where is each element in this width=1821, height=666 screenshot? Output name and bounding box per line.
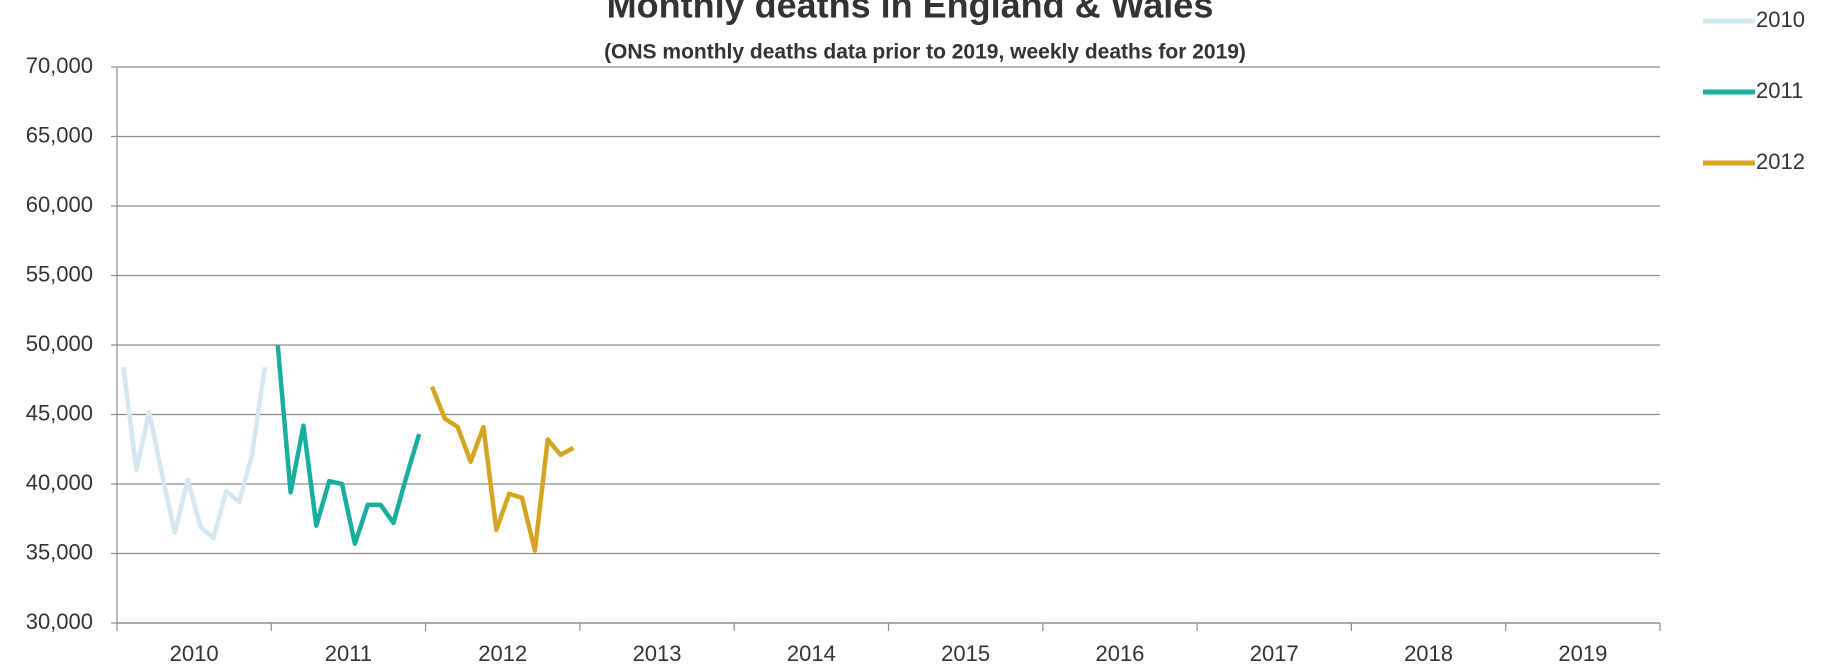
x-tick-label: 2010 [170,641,219,666]
series-line [275,344,422,547]
x-tick-label: 2015 [941,641,990,666]
series-line [121,366,268,541]
y-tick-label: 60,000 [26,192,93,217]
x-tick-label: 2012 [478,641,527,666]
x-tick-label: 2016 [1095,641,1144,666]
x-tick-label: 2018 [1404,641,1453,666]
chart-title: Monthly deaths in England & Wales [607,0,1214,26]
y-tick-label: 30,000 [26,609,93,634]
chart-subtitle: (ONS monthly deaths data prior to 2019, … [604,41,1246,64]
x-tick-label: 2011 [325,641,372,666]
y-tick-label: 50,000 [26,331,93,356]
x-tick-label: 2017 [1250,641,1299,666]
legend-label: 2010 [1756,7,1805,32]
y-tick-label: 40,000 [26,470,93,495]
x-tick-label: 2019 [1558,641,1607,666]
series-line [429,385,575,553]
y-tick-label: 70,000 [26,53,93,78]
y-tick-label: 45,000 [26,400,93,425]
x-tick-label: 2014 [787,641,836,666]
legend-label: 2011 [1756,78,1803,103]
x-tick-label: 2013 [633,641,682,666]
y-tick-label: 65,000 [26,122,93,147]
y-tick-label: 35,000 [26,539,93,564]
y-tick-label: 55,000 [26,261,93,286]
legend-label: 2012 [1756,149,1805,174]
